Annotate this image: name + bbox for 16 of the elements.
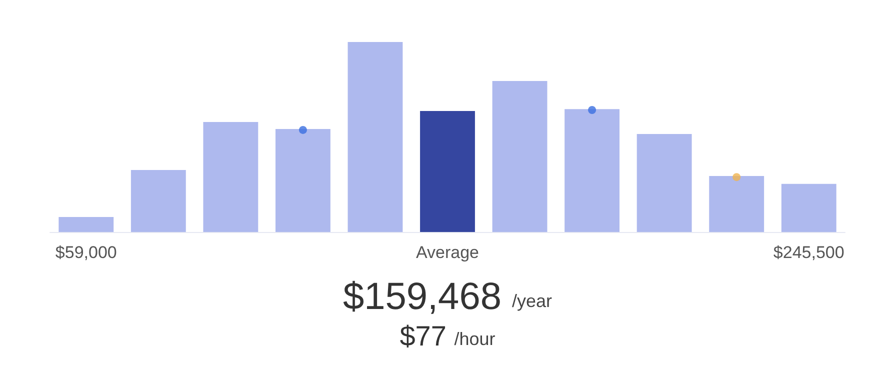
bar [636, 134, 692, 232]
x-tick-label: $59,000 [55, 243, 117, 262]
bar [275, 129, 330, 232]
x-tick-label: $245,500 [773, 243, 844, 262]
bar [203, 122, 258, 232]
bar [709, 176, 764, 232]
bar [564, 109, 620, 232]
x-tick-label: Average [416, 243, 480, 262]
bar [348, 42, 403, 232]
bar [492, 80, 548, 232]
bar [420, 110, 475, 232]
bar [130, 170, 186, 232]
text: $77 /hour [400, 320, 496, 352]
text: $159,468 /year [342, 276, 552, 318]
bar [781, 184, 836, 232]
bar [58, 216, 114, 232]
